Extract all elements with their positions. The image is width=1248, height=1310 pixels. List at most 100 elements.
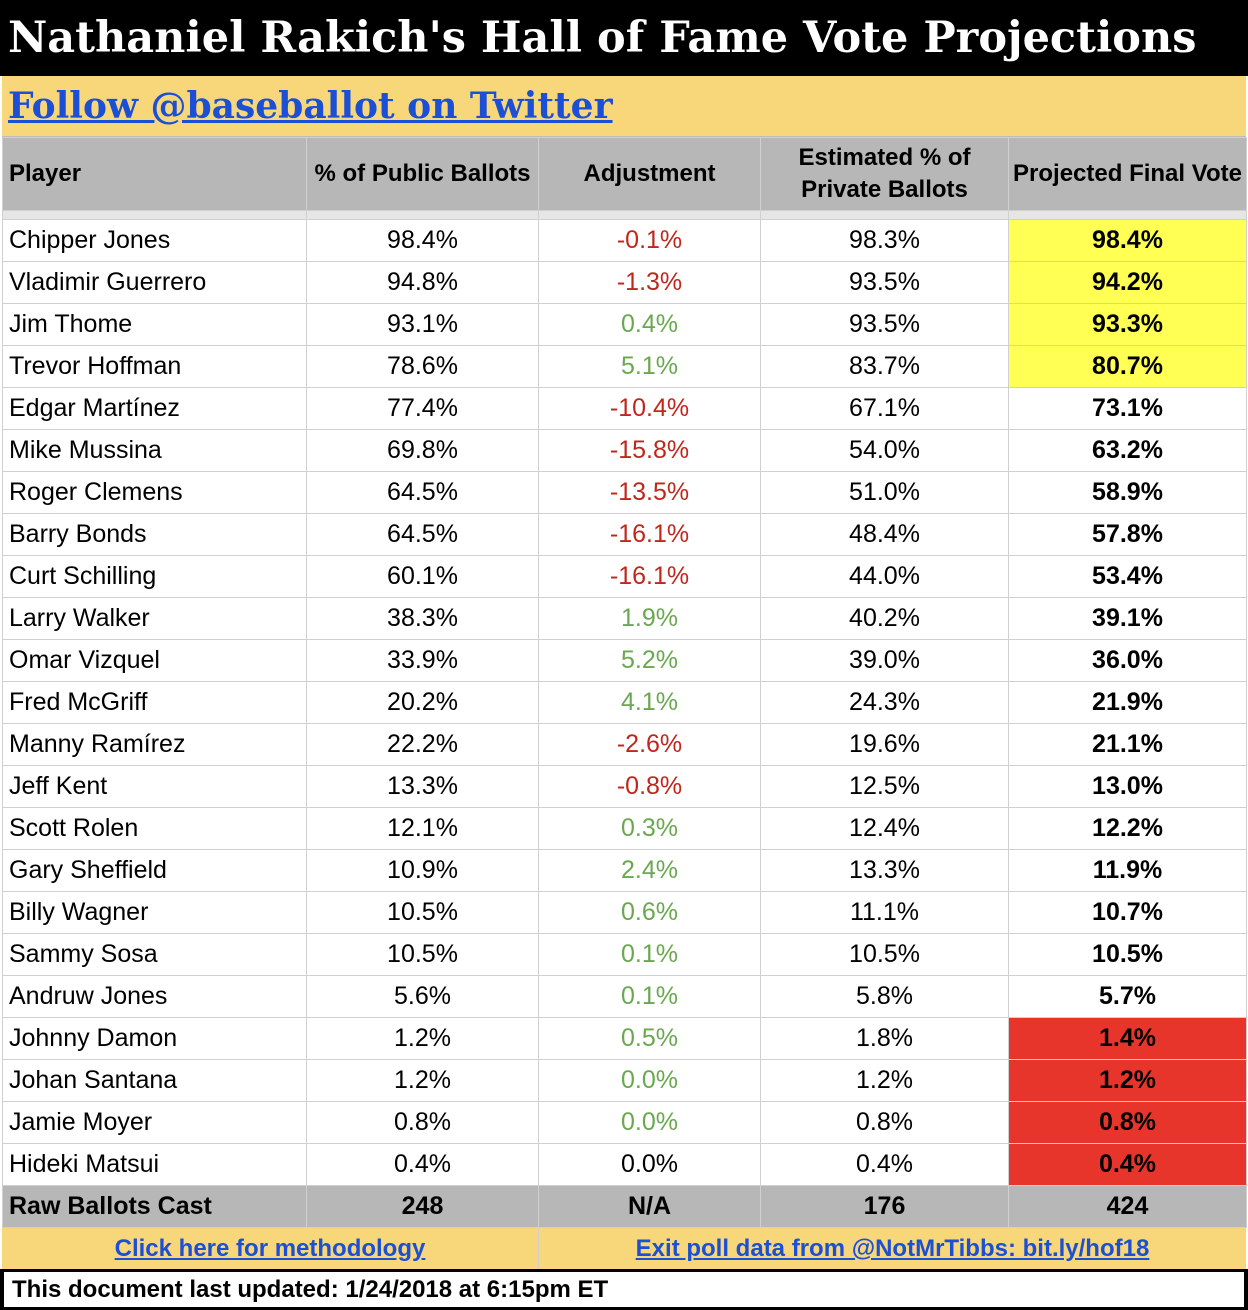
cell-player: Johan Santana <box>2 1059 307 1102</box>
cell-public: 78.6% <box>306 345 539 388</box>
cell-final: 73.1% <box>1008 387 1247 430</box>
page-title: Nathaniel Rakich's Hall of Fame Vote Pro… <box>0 0 1248 76</box>
cell-player: Jamie Moyer <box>2 1101 307 1144</box>
table-row: Vladimir Guerrero 94.8% -1.3% 93.5% 94.2% <box>2 261 1247 304</box>
table-row: Gary Sheffield 10.9% 2.4% 13.3% 11.9% <box>2 849 1247 892</box>
table-row: Scott Rolen 12.1% 0.3% 12.4% 12.2% <box>2 807 1247 850</box>
cell-final: 5.7% <box>1008 975 1247 1018</box>
header-adjustment: Adjustment <box>538 137 761 211</box>
cell-adjustment: -0.8% <box>538 765 761 808</box>
cell-public: 10.9% <box>306 849 539 892</box>
table-row: Fred McGriff 20.2% 4.1% 24.3% 21.9% <box>2 681 1247 724</box>
cell-public: 69.8% <box>306 429 539 472</box>
cell-player: Gary Sheffield <box>2 849 307 892</box>
cell-private: 83.7% <box>760 345 1009 388</box>
exit-poll-link[interactable]: Exit poll data from @NotMrTibbs: bit.ly/… <box>635 1235 1150 1262</box>
totals-private: 176 <box>760 1185 1009 1228</box>
cell-adjustment: -13.5% <box>538 471 761 514</box>
cell-player: Sammy Sosa <box>2 933 307 976</box>
cell-public: 38.3% <box>306 597 539 640</box>
cell-adjustment: -15.8% <box>538 429 761 472</box>
totals-public: 248 <box>306 1185 539 1228</box>
cell-adjustment: -10.4% <box>538 387 761 430</box>
table-row: Omar Vizquel 33.9% 5.2% 39.0% 36.0% <box>2 639 1247 682</box>
cell-private: 51.0% <box>760 471 1009 514</box>
table-row: Hideki Matsui 0.4% 0.0% 0.4% 0.4% <box>2 1143 1247 1186</box>
cell-final: 1.2% <box>1008 1059 1247 1102</box>
cell-final: 80.7% <box>1008 345 1247 388</box>
cell-public: 94.8% <box>306 261 539 304</box>
cell-public: 22.2% <box>306 723 539 766</box>
cell-adjustment: 0.6% <box>538 891 761 934</box>
cell-player: Barry Bonds <box>2 513 307 556</box>
cell-player: Omar Vizquel <box>2 639 307 682</box>
cell-player: Scott Rolen <box>2 807 307 850</box>
cell-private: 67.1% <box>760 387 1009 430</box>
cell-public: 10.5% <box>306 891 539 934</box>
cell-adjustment: 0.1% <box>538 975 761 1018</box>
cell-private: 44.0% <box>760 555 1009 598</box>
table-row: Curt Schilling 60.1% -16.1% 44.0% 53.4% <box>2 555 1247 598</box>
cell-player: Chipper Jones <box>2 219 307 262</box>
header-separator <box>2 210 1247 220</box>
cell-public: 77.4% <box>306 387 539 430</box>
cell-final: 93.3% <box>1008 303 1247 346</box>
cell-player: Billy Wagner <box>2 891 307 934</box>
table-row: Larry Walker 38.3% 1.9% 40.2% 39.1% <box>2 597 1247 640</box>
cell-public: 64.5% <box>306 471 539 514</box>
table-row: Trevor Hoffman 78.6% 5.1% 83.7% 80.7% <box>2 345 1247 388</box>
cell-private: 24.3% <box>760 681 1009 724</box>
cell-player: Roger Clemens <box>2 471 307 514</box>
cell-private: 93.5% <box>760 261 1009 304</box>
table-row: Johan Santana 1.2% 0.0% 1.2% 1.2% <box>2 1059 1247 1102</box>
cell-public: 13.3% <box>306 765 539 808</box>
table-row: Manny Ramírez 22.2% -2.6% 19.6% 21.1% <box>2 723 1247 766</box>
cell-private: 11.1% <box>760 891 1009 934</box>
methodology-cell: Click here for methodology <box>2 1228 539 1269</box>
cell-final: 1.4% <box>1008 1017 1247 1060</box>
totals-label: Raw Ballots Cast <box>2 1185 307 1228</box>
table-row: Jim Thome 93.1% 0.4% 93.5% 93.3% <box>2 303 1247 346</box>
cell-adjustment: 0.0% <box>538 1143 761 1186</box>
last-updated-text: This document last updated: 1/24/2018 at… <box>4 1272 1244 1307</box>
cell-private: 40.2% <box>760 597 1009 640</box>
cell-final: 0.8% <box>1008 1101 1247 1144</box>
cell-private: 12.5% <box>760 765 1009 808</box>
cell-player: Hideki Matsui <box>2 1143 307 1186</box>
header-player: Player <box>2 137 307 211</box>
cell-private: 0.8% <box>760 1101 1009 1144</box>
cell-private: 39.0% <box>760 639 1009 682</box>
last-updated-band: This document last updated: 1/24/2018 at… <box>0 1269 1248 1310</box>
table-row: Roger Clemens 64.5% -13.5% 51.0% 58.9% <box>2 471 1247 514</box>
table-row: Jamie Moyer 0.8% 0.0% 0.8% 0.8% <box>2 1101 1247 1144</box>
follow-twitter-link[interactable]: Follow @baseballot on Twitter <box>8 85 613 127</box>
table-row: Johnny Damon 1.2% 0.5% 1.8% 1.4% <box>2 1017 1247 1060</box>
cell-player: Trevor Hoffman <box>2 345 307 388</box>
cell-adjustment: -1.3% <box>538 261 761 304</box>
cell-public: 60.1% <box>306 555 539 598</box>
cell-adjustment: 0.1% <box>538 933 761 976</box>
cell-final: 10.5% <box>1008 933 1247 976</box>
cell-adjustment: 5.2% <box>538 639 761 682</box>
cell-public: 0.4% <box>306 1143 539 1186</box>
methodology-link[interactable]: Click here for methodology <box>114 1235 426 1262</box>
cell-final: 57.8% <box>1008 513 1247 556</box>
cell-player: Jim Thome <box>2 303 307 346</box>
cell-final: 0.4% <box>1008 1143 1247 1186</box>
cell-player: Curt Schilling <box>2 555 307 598</box>
cell-final: 39.1% <box>1008 597 1247 640</box>
cell-adjustment: -2.6% <box>538 723 761 766</box>
table-row: Mike Mussina 69.8% -15.8% 54.0% 63.2% <box>2 429 1247 472</box>
cell-final: 21.1% <box>1008 723 1247 766</box>
table-row: Barry Bonds 64.5% -16.1% 48.4% 57.8% <box>2 513 1247 556</box>
cell-final: 13.0% <box>1008 765 1247 808</box>
header-private: Estimated % of Private Ballots <box>760 137 1009 211</box>
totals-row: Raw Ballots Cast 248 N/A 176 424 <box>2 1185 1247 1228</box>
header-row: Player % of Public Ballots Adjustment Es… <box>2 137 1247 211</box>
table-row: Andruw Jones 5.6% 0.1% 5.8% 5.7% <box>2 975 1247 1018</box>
cell-private: 1.2% <box>760 1059 1009 1102</box>
cell-player: Vladimir Guerrero <box>2 261 307 304</box>
cell-adjustment: -16.1% <box>538 555 761 598</box>
cell-private: 1.8% <box>760 1017 1009 1060</box>
cell-final: 36.0% <box>1008 639 1247 682</box>
